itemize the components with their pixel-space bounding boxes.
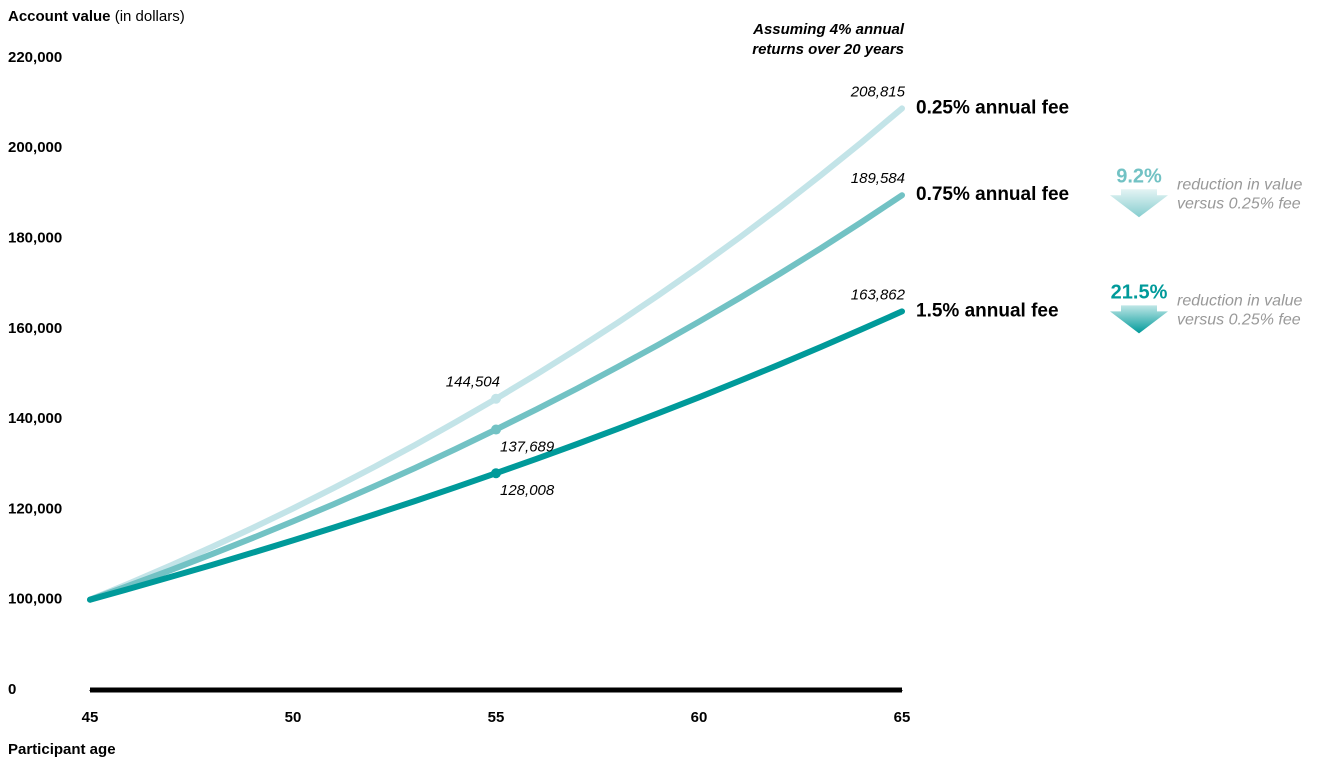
x-tick-label: 65 (894, 709, 911, 726)
legend-label: 0.25% annual fee (916, 97, 1069, 118)
y-tick-label: 160,000 (8, 320, 62, 337)
data-label: 128,008 (500, 482, 555, 499)
reduction-arrow (1110, 189, 1168, 218)
data-label: 189,584 (851, 170, 905, 187)
legend-label: 1.5% annual fee (916, 300, 1059, 321)
reduction-value: 9.2% (1116, 166, 1162, 188)
reduction-text: versus 0.25% fee (1177, 195, 1301, 212)
data-label: 137,689 (500, 439, 555, 456)
data-label: 163,862 (851, 286, 906, 303)
y-tick-label: 140,000 (8, 410, 62, 427)
y-tick-label: 120,000 (8, 500, 62, 517)
reduction-text: versus 0.25% fee (1177, 312, 1301, 329)
title-main: Account value (8, 8, 111, 25)
note: Assuming 4% annual (752, 21, 905, 38)
data-label: 208,815 (850, 83, 906, 100)
y-tick-label: 180,000 (8, 229, 62, 246)
x-axis-label: Participant age (8, 741, 116, 758)
note: returns over 20 years (752, 41, 904, 58)
y-tick-label: 220,000 (8, 49, 62, 66)
legend-label: 0.75% annual fee (916, 184, 1069, 205)
title-suffix: (in dollars) (115, 8, 185, 25)
y-tick-label: 100,000 (8, 591, 62, 608)
reduction-text: reduction in value (1177, 293, 1303, 310)
reduction-value: 21.5% (1111, 282, 1168, 304)
line (87, 105, 905, 603)
reduction-arrow (1110, 305, 1168, 334)
marker (491, 468, 501, 479)
data-label: 144,504 (446, 374, 500, 391)
marker (491, 424, 501, 435)
y-tick-label: 200,000 (8, 139, 62, 156)
x-tick-label: 55 (488, 709, 505, 726)
reduction-text: reduction in value (1177, 176, 1303, 193)
y-tick-label: 0 (8, 681, 16, 698)
x-tick-label: 50 (285, 709, 302, 726)
chart-title: Account value (in dollars) (8, 8, 185, 25)
x-tick-label: 60 (691, 709, 708, 726)
x-tick-label: 45 (82, 709, 99, 726)
marker (491, 393, 501, 404)
